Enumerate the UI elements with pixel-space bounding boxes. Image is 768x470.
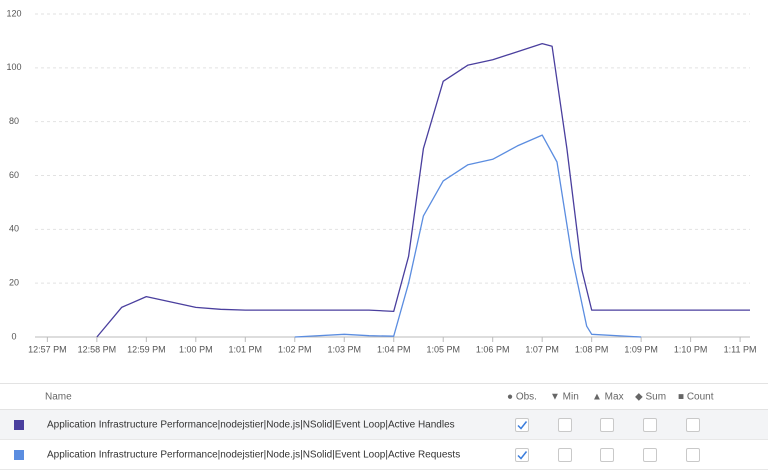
x-tick-label: 1:10 PM (674, 344, 708, 354)
checkbox[interactable] (600, 417, 614, 432)
x-tick-label: 1:06 PM (476, 344, 510, 354)
x-tick-label: 1:07 PM (525, 344, 559, 354)
checkbox[interactable] (686, 447, 700, 462)
x-tick-label: 1:11 PM (724, 344, 757, 354)
x-tick-label: 1:01 PM (229, 344, 263, 354)
checkbox[interactable] (643, 447, 657, 462)
column-header: ▼ Min (550, 391, 579, 402)
table-row: Application Infrastructure Performance|n… (0, 440, 768, 470)
series-name: Application Infrastructure Performance|n… (47, 449, 461, 460)
y-tick-label: 120 (6, 8, 21, 18)
checkmark (517, 420, 528, 430)
y-tick-label: 80 (9, 116, 19, 126)
y-tick-label: 0 (11, 331, 16, 341)
checkbox[interactable] (686, 417, 700, 432)
chart: 0 20 40 60 80 100 120 12:57 PM 12:58 PM 12:59 PM 1… (6, 8, 757, 354)
column-header: ◆ Sum (635, 391, 667, 402)
checkbox[interactable] (558, 417, 572, 432)
legend-table: Name ● Obs. ▼ Min ▲ Max ◆ Sum ■ Count Applicat… (0, 383, 768, 470)
checkbox[interactable] (515, 417, 529, 432)
checkbox[interactable] (643, 417, 657, 432)
x-tick-label: 1:02 PM (278, 344, 312, 354)
checkbox[interactable] (600, 447, 614, 462)
x-tick-label: 12:59 PM (127, 344, 166, 354)
checkbox[interactable] (558, 447, 572, 462)
series-line (96, 42, 750, 338)
legend-swatch (14, 449, 24, 460)
checkbox[interactable] (515, 447, 529, 462)
column-header: ● Obs. (507, 391, 537, 402)
column-header: ▲ Max (592, 391, 624, 402)
y-tick-label: 60 (9, 170, 19, 180)
y-tick-label: 20 (9, 278, 19, 288)
x-tick-label: 1:03 PM (327, 344, 361, 354)
table-header: Name ● Obs. ▼ Min ▲ Max ◆ Sum ■ Count (0, 383, 768, 410)
table-row: Application Infrastructure Performance|n… (0, 410, 768, 440)
column-header: Name (45, 391, 72, 402)
checkmark (517, 450, 528, 460)
legend-swatch (14, 419, 24, 430)
x-tick-label: 12:58 PM (78, 344, 117, 354)
y-tick-label: 100 (6, 62, 21, 72)
series-name: Application Infrastructure Performance|n… (47, 419, 455, 430)
x-tick-label: 12:57 PM (28, 344, 67, 354)
x-tick-label: 1:04 PM (377, 344, 411, 354)
x-tick-label: 1:00 PM (179, 344, 213, 354)
column-header: ■ Count (678, 391, 714, 402)
y-tick-label: 40 (9, 224, 19, 234)
x-tick-label: 1:05 PM (426, 344, 460, 354)
series-line (294, 134, 642, 338)
x-tick-label: 1:09 PM (624, 344, 658, 354)
x-tick-label: 1:08 PM (575, 344, 609, 354)
